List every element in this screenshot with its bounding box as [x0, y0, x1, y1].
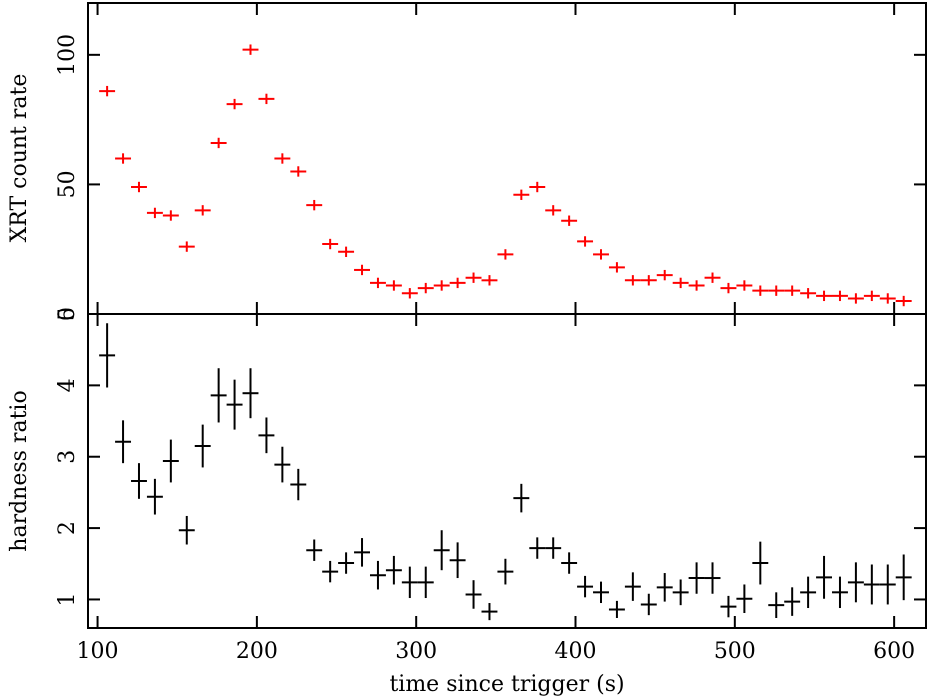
y-tick-label: 50 — [55, 170, 80, 198]
x-tick-label: 300 — [395, 639, 437, 664]
x-tick-label: 100 — [77, 639, 119, 664]
y-axis-label: hardness ratio — [7, 390, 32, 551]
y-tick-label: 100 — [55, 34, 80, 76]
y-tick-label: 4 — [55, 378, 80, 392]
y-tick-label: 0 — [55, 307, 80, 321]
x-tick-label: 200 — [236, 639, 278, 664]
x-tick-label: 600 — [873, 639, 915, 664]
y-tick-label: 2 — [55, 521, 80, 535]
y-tick-label: 1 — [55, 592, 80, 606]
y-tick-label: 3 — [55, 450, 80, 464]
top-frame — [87, 2, 927, 315]
x-tick-label: 400 — [555, 639, 597, 664]
y-axis-label: XRT count rate — [7, 74, 32, 243]
bottom-frame — [87, 313, 927, 629]
x-tick-label: 500 — [714, 639, 756, 664]
y-tick-label: 5 — [55, 307, 80, 321]
x-axis-label: time since trigger (s) — [389, 672, 624, 697]
